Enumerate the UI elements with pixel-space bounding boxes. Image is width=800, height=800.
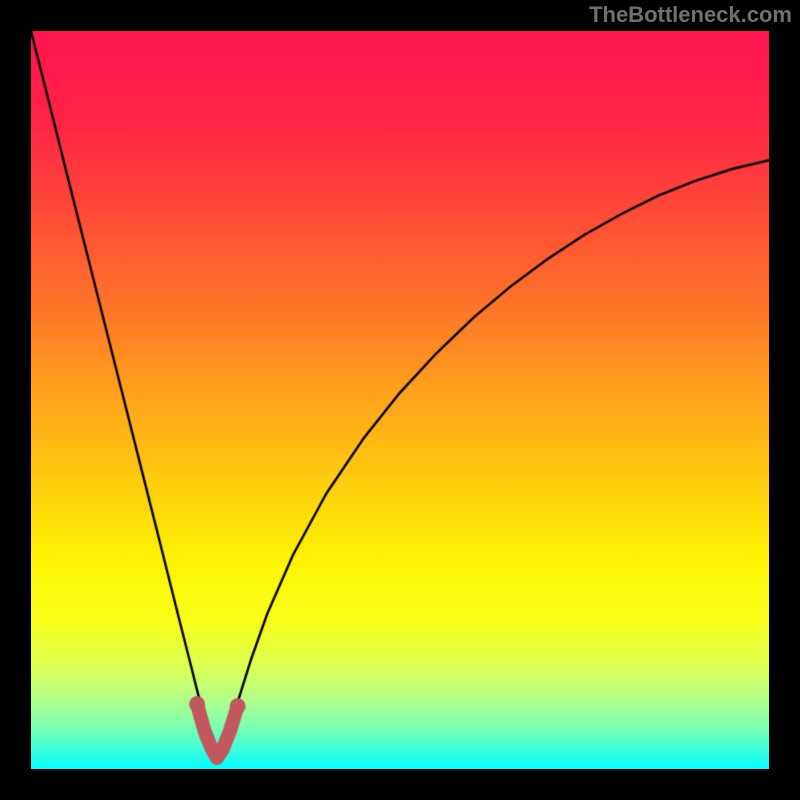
- chart-container: TheBottleneck.com: [0, 0, 800, 800]
- optimal-marker-overlay: [31, 31, 769, 769]
- attribution-label: TheBottleneck.com: [589, 2, 792, 28]
- plot-area: [31, 31, 769, 769]
